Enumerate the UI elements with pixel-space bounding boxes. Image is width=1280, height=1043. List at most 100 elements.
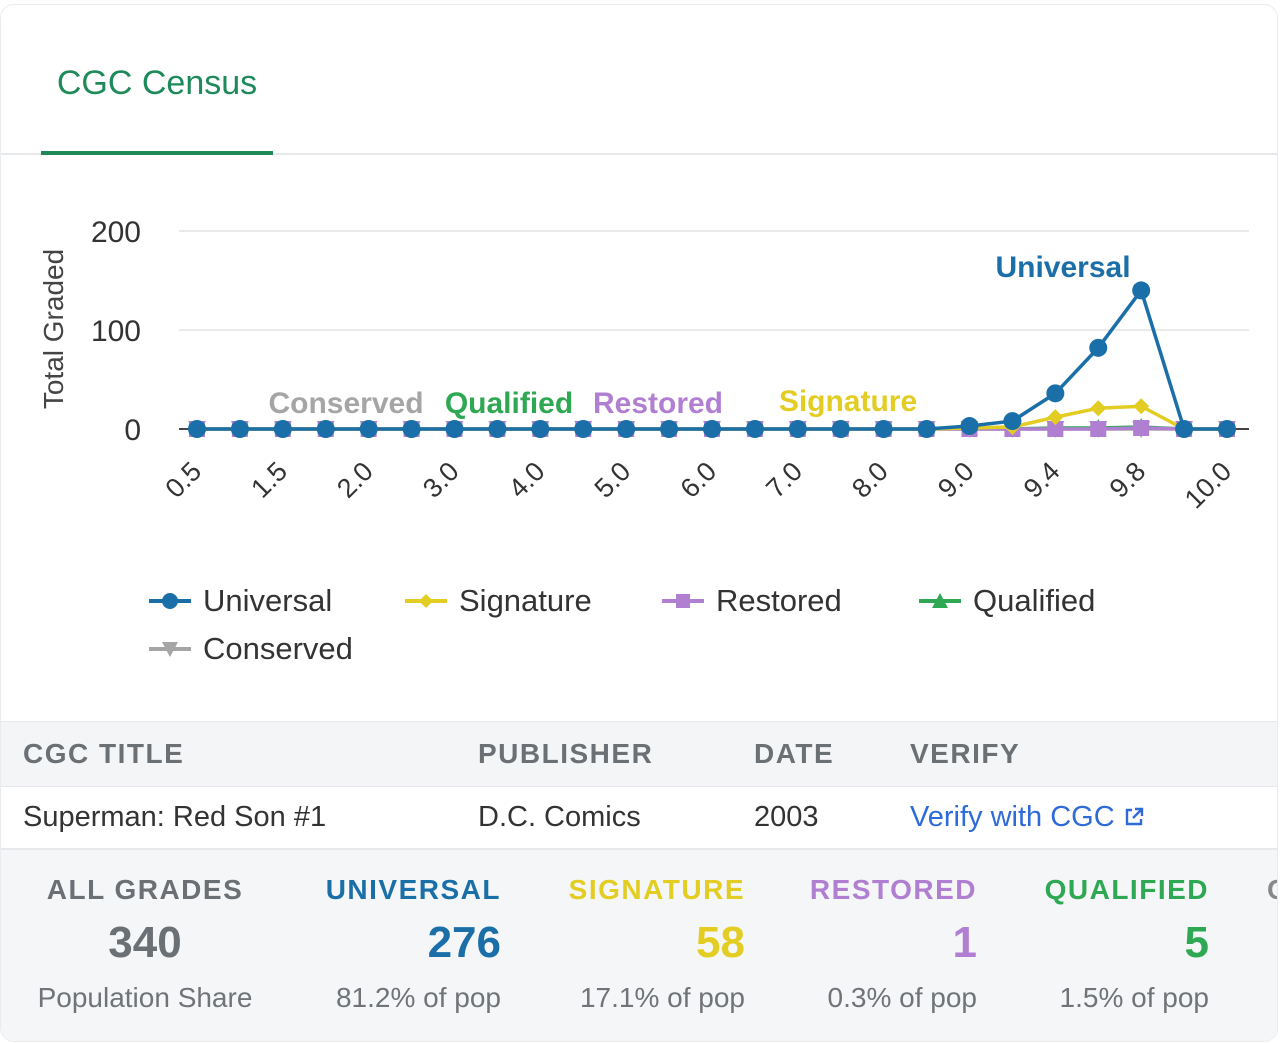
comic-date: 2003 (754, 801, 819, 833)
data-point-universal (188, 420, 206, 438)
data-point-signature (1090, 400, 1107, 417)
verify-with-cgc-link[interactable]: Verify with CGC (910, 786, 1145, 848)
data-point-universal (445, 420, 464, 438)
annotation-conserved: Conserved (268, 387, 423, 420)
tab-cgc-census[interactable]: CGC Census (41, 61, 273, 155)
data-point-universal (402, 420, 421, 438)
stat-qualified: QUALIFIED 5 1.5% of pop (1011, 850, 1209, 1040)
legend-marker-conserved (149, 642, 191, 657)
stat-value: 276 (427, 918, 501, 967)
stat-value: 5 (1184, 918, 1209, 967)
legend-item-restored[interactable]: Restored (662, 581, 842, 621)
stat-sub: 0.3% of pop (827, 982, 977, 1013)
annotation-signature: Signature (779, 385, 917, 418)
x-tick-label: 2.0 (331, 456, 379, 504)
x-tick-label: 0.5 (159, 456, 207, 504)
info-table-header: CGC TITLE PUBLISHER DATE VERIFY (1, 721, 1277, 787)
stat-label: QUALIFIED (1044, 874, 1209, 905)
census-chart: 0 100 200 Total Graded 0.5 1.5 2.0 3.0 4.0 5.0 6.0… (1, 155, 1277, 725)
data-point-universal (273, 420, 292, 438)
x-tick-label: 10.0 (1179, 456, 1237, 514)
data-point-universal (617, 420, 636, 438)
legend-marker-universal (149, 593, 191, 609)
stat-signature: SIGNATURE 58 17.1% of pop (541, 850, 745, 1040)
data-point-universal (1003, 412, 1022, 431)
legend-marker-qualified (919, 593, 961, 608)
x-tick-label: 9.4 (1018, 456, 1066, 504)
verify-link-label: Verify with CGC (910, 801, 1115, 833)
x-tick-label: 1.5 (245, 456, 293, 504)
external-link-icon (1125, 807, 1143, 826)
y-tick-label: 200 (91, 216, 141, 249)
y-tick-label: 0 (124, 414, 141, 447)
legend-label-qualified: Qualified (973, 583, 1096, 618)
data-point-universal (960, 417, 979, 436)
x-tick-label: 7.0 (760, 456, 808, 504)
population-stats: ALL GRADES 340 Population Share UNIVERSA… (1, 849, 1277, 1041)
stat-label: RESTORED (809, 874, 977, 905)
legend-item-signature[interactable]: Signature (405, 581, 592, 621)
legend-label-conserved: Conserved (203, 631, 353, 666)
col-header-publisher: PUBLISHER (478, 738, 654, 769)
data-point-universal (488, 420, 507, 438)
data-point-universal (788, 420, 807, 438)
data-point-restored (1090, 421, 1107, 437)
x-tick-label: 9.8 (1104, 456, 1152, 504)
legend-label-restored: Restored (716, 583, 842, 618)
annotation-restored: Restored (593, 387, 723, 420)
annotation-universal: Universal (995, 251, 1130, 284)
data-point-universal (230, 420, 249, 438)
x-tick-label: 4.0 (503, 456, 551, 504)
x-tick-label: 3.0 (417, 456, 465, 504)
x-tick-label: 9.0 (932, 456, 980, 504)
tab-bar: CGC Census (1, 5, 1277, 155)
annotation-qualified: Qualified (445, 387, 573, 420)
data-point-universal (745, 420, 764, 438)
stat-sub: 17.1% of pop (579, 982, 745, 1013)
data-point-universal (831, 420, 850, 438)
data-point-signature (1047, 409, 1064, 426)
data-point-signature (1133, 398, 1150, 415)
stat-cutoff-label: C (1267, 874, 1277, 906)
stat-value: 1 (952, 918, 977, 967)
data-point-universal (359, 420, 378, 438)
stat-restored: RESTORED 1 0.3% of pop (781, 850, 977, 1040)
x-tick-label: 6.0 (674, 456, 722, 504)
x-tick-label: 8.0 (846, 456, 894, 504)
stat-all-grades: ALL GRADES 340 Population Share (27, 850, 263, 1040)
data-point-universal (1046, 384, 1065, 403)
data-point-universal (531, 420, 550, 438)
table-row: Superman: Red Son #1 D.C. Comics 2003 Ve… (1, 786, 1277, 849)
legend-item-conserved[interactable]: Conserved (149, 629, 353, 669)
x-tick-label: 5.0 (589, 456, 637, 504)
data-point-universal (1175, 420, 1194, 438)
data-point-universal (917, 420, 936, 438)
col-header-date: DATE (754, 738, 835, 769)
data-point-universal (1218, 420, 1236, 438)
stat-sub: 1.5% of pop (1059, 982, 1209, 1013)
stat-universal: UNIVERSAL 276 81.2% of pop (301, 850, 501, 1040)
stat-label: UNIVERSAL (325, 874, 501, 905)
data-point-universal (660, 420, 679, 438)
legend-item-universal[interactable]: Universal (149, 581, 332, 621)
legend-label-universal: Universal (203, 583, 333, 618)
data-point-restored (1047, 421, 1064, 437)
data-point-universal (1132, 281, 1151, 300)
data-point-universal (574, 420, 593, 438)
legend-marker-restored (662, 594, 704, 608)
stat-label: ALL GRADES (46, 874, 244, 905)
col-header-title: CGC TITLE (23, 738, 185, 769)
census-chart-svg: 0 100 200 Total Graded 0.5 1.5 2.0 3.0 4.0 5.0 6.0… (38, 216, 1249, 514)
data-point-restored (1133, 420, 1150, 437)
census-card: CGC Census 0 100 200 Total Graded 0.5 1.5 2.0 3… (0, 4, 1278, 1042)
stat-sub: Population Share (37, 982, 253, 1013)
y-tick-label: 100 (91, 315, 141, 348)
col-header-verify: VERIFY (910, 738, 1021, 769)
data-point-universal (703, 420, 721, 438)
data-point-universal (316, 420, 335, 438)
stat-value: 58 (696, 918, 745, 967)
legend-marker-signature (405, 594, 447, 608)
stat-label: SIGNATURE (568, 874, 745, 905)
legend-item-qualified[interactable]: Qualified (919, 581, 1095, 621)
y-axis-label: Total Graded (38, 249, 69, 409)
